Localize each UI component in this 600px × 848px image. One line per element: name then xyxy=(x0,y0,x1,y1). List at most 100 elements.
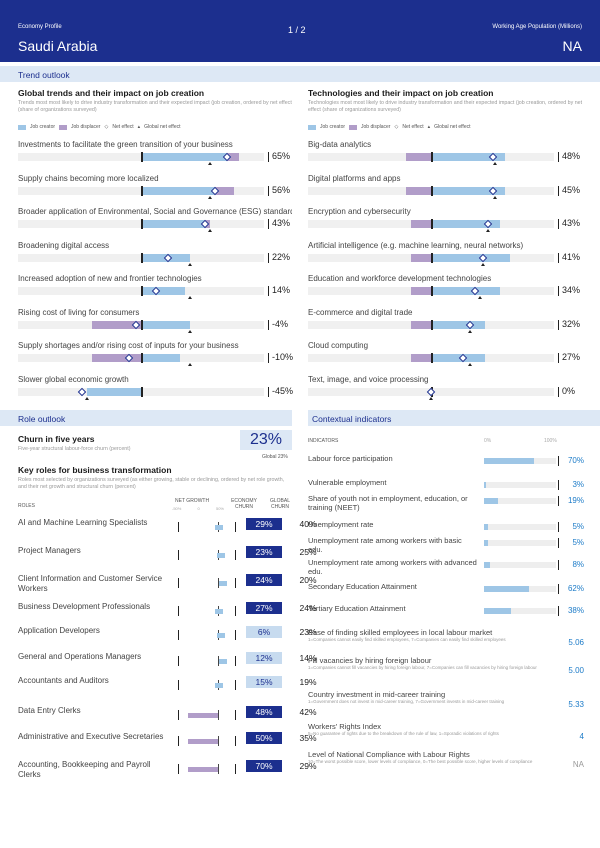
displacer-fill xyxy=(406,153,431,161)
indicator-scale-note: 1=Government does not invest in mid-care… xyxy=(308,699,505,705)
end-tick xyxy=(558,319,559,330)
global-trends-subtitle: Trends most most likely to drive industr… xyxy=(18,100,292,113)
tech-trend-value: 45% xyxy=(562,184,581,195)
role-name: Project Managers xyxy=(18,546,81,555)
global-trend-row: Supply shortages and/or rising cost of i… xyxy=(18,341,294,375)
role-row: Application Developers 6% 23% xyxy=(18,622,318,650)
creator-fill xyxy=(431,287,500,295)
wap-value: NA xyxy=(562,38,582,54)
creator-fill xyxy=(141,186,215,195)
indicator-end-tick xyxy=(558,560,559,570)
displacer-fill xyxy=(411,320,431,329)
tech-trend-label: Digital platforms and apps xyxy=(308,173,401,183)
creator-swatch xyxy=(18,124,26,130)
indicator-scale-note: 10=The worst possible score, lower level… xyxy=(308,759,533,765)
indicator-value: 62% xyxy=(567,584,584,593)
end-tick xyxy=(268,219,269,229)
zero-tick xyxy=(431,353,433,363)
tech-trend-row: Text, image, and voice processing 0% xyxy=(308,375,582,409)
indicator-fill xyxy=(484,540,488,546)
profile-label: Economy Profile xyxy=(18,24,62,30)
header-line: CHURN xyxy=(270,504,290,510)
global-trend-bar xyxy=(18,152,264,165)
global-net-marker xyxy=(429,396,433,400)
indicator-name: Unemployment rate xyxy=(308,520,374,529)
global-trend-value: -10% xyxy=(272,352,294,362)
indicator-name: Unemployment rate among workers with adv… xyxy=(308,558,477,577)
role-net-growth-bar xyxy=(178,710,236,720)
global-trend-value: -4% xyxy=(272,318,289,329)
right-tick xyxy=(235,630,236,640)
indicator-row: Ease of finding skilled employees in loc… xyxy=(308,628,584,647)
tech-trend-label: Text, image, and voice processing xyxy=(308,374,429,384)
right-tick xyxy=(235,550,236,560)
end-tick xyxy=(268,152,269,162)
global-net-marker xyxy=(188,296,193,299)
indicator-row: Vulnerable employment 3% xyxy=(308,478,584,490)
legend-label: Net effect xyxy=(112,124,134,130)
net-effect-diamond xyxy=(426,387,436,396)
end-tick xyxy=(268,319,269,330)
mid-tick xyxy=(218,710,219,720)
displacer-fill xyxy=(406,186,431,195)
global-net-marker xyxy=(480,262,485,266)
role-net-growth-bar xyxy=(178,522,236,532)
tech-trend-label: Big-data analytics xyxy=(308,140,372,149)
displacer-swatch xyxy=(59,124,68,130)
global-trend-label: Increased adoption of new and frontier t… xyxy=(18,274,202,283)
zero-tick xyxy=(431,219,433,229)
section-trend-outlook: Trend outlook xyxy=(0,66,600,82)
header-line: ECONOMY xyxy=(231,498,257,504)
tech-trend-value: 32% xyxy=(562,318,581,329)
churn-value: 23% xyxy=(240,430,292,450)
role-net-growth: 12% xyxy=(246,652,282,664)
tech-trend-row: Digital platforms and apps 45% xyxy=(308,174,582,208)
tech-trend-label: E-commerce and digital trade xyxy=(308,307,413,317)
zero-tick xyxy=(431,152,433,162)
zero-tick xyxy=(141,353,143,363)
indicator-end-tick xyxy=(558,606,559,616)
indicator-value: 5% xyxy=(572,538,584,547)
tech-trend-bar xyxy=(308,286,554,299)
indicator-row: Tertiary Education Attainment 38% xyxy=(308,604,584,616)
global-trend-row: Increased adoption of new and frontier t… xyxy=(18,274,292,308)
churn-title: Churn in five years xyxy=(18,434,95,444)
legend-label: Job creator xyxy=(30,124,56,130)
global-trend-label: Slower global economic growth xyxy=(18,374,129,384)
role-net-growth: 23% xyxy=(246,546,282,558)
end-tick xyxy=(268,386,269,397)
zero-tick xyxy=(431,252,433,263)
role-net-growth-bar xyxy=(178,630,236,640)
indicator-bar xyxy=(484,480,559,490)
indicator-bar xyxy=(484,560,559,570)
global-trend-value: 43% xyxy=(272,218,291,228)
indicator-fill xyxy=(484,458,535,464)
global-trend-row: Broadening digital access 22% xyxy=(18,241,292,275)
roles-title: Key roles for business transformation xyxy=(18,465,172,475)
role-row: General and Operations Managers 12% 14% xyxy=(18,648,318,676)
global-trend-label: Broadening digital access xyxy=(18,240,110,250)
global-trend-row: Broader application of Environmental, So… xyxy=(18,207,292,241)
end-tick xyxy=(558,219,559,229)
roles-subtitle: Roles most selected by organizations sur… xyxy=(18,477,285,490)
roles-column-header: ROLES xyxy=(18,503,35,509)
global-trend-bar xyxy=(18,252,264,266)
left-tick xyxy=(178,710,179,720)
role-net-growth: 70% xyxy=(246,760,282,772)
indicator-end-tick xyxy=(558,584,559,594)
indicator-scale-note: 5=No guarantee of rights due to the brea… xyxy=(308,731,499,737)
scale-label: -50% xyxy=(172,506,182,511)
role-fill xyxy=(215,683,223,688)
page-number: 1 / 2 xyxy=(288,25,306,35)
end-tick xyxy=(558,286,559,296)
indicator-value: 70% xyxy=(567,456,584,465)
legend-label: Global net effect xyxy=(434,124,471,130)
indicator-row: Labour force participation 70% xyxy=(308,454,584,466)
role-fill xyxy=(215,525,223,530)
global-trends-title: Global trends and their impact on job cr… xyxy=(18,88,205,98)
role-name: Accountants and Auditors xyxy=(18,676,109,685)
diamond-icon: ◇ xyxy=(394,124,399,130)
indicator-value: 5% xyxy=(572,522,584,531)
role-row: Project Managers 23% 25% xyxy=(18,542,318,570)
tech-trend-row: Education and workforce development tech… xyxy=(308,274,582,308)
